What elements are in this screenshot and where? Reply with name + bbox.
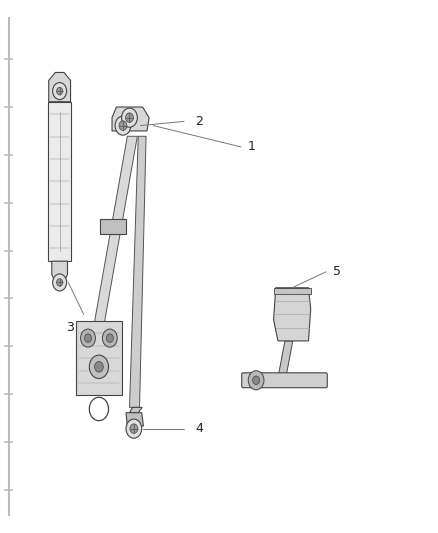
Circle shape — [126, 419, 142, 438]
Text: 3: 3 — [66, 321, 74, 334]
Circle shape — [115, 116, 131, 135]
Circle shape — [102, 329, 117, 347]
Circle shape — [53, 83, 67, 100]
Circle shape — [248, 370, 264, 390]
Circle shape — [85, 334, 92, 342]
FancyBboxPatch shape — [274, 288, 311, 294]
Circle shape — [106, 334, 113, 342]
Circle shape — [89, 355, 109, 378]
Circle shape — [81, 329, 95, 347]
Text: 4: 4 — [195, 422, 203, 435]
Circle shape — [130, 424, 138, 433]
Circle shape — [122, 108, 138, 127]
Text: 5: 5 — [332, 265, 340, 278]
Circle shape — [119, 121, 127, 131]
FancyBboxPatch shape — [48, 102, 71, 261]
Circle shape — [126, 113, 134, 123]
FancyBboxPatch shape — [242, 373, 327, 387]
Circle shape — [57, 87, 63, 95]
Polygon shape — [130, 407, 142, 413]
Text: 2: 2 — [195, 115, 203, 128]
Circle shape — [253, 376, 260, 384]
Polygon shape — [126, 413, 144, 426]
FancyBboxPatch shape — [76, 321, 122, 395]
Polygon shape — [84, 136, 138, 383]
Polygon shape — [52, 261, 67, 285]
Polygon shape — [279, 341, 293, 375]
Polygon shape — [112, 107, 149, 131]
FancyBboxPatch shape — [100, 219, 126, 234]
Polygon shape — [49, 72, 71, 102]
Circle shape — [57, 279, 63, 286]
Polygon shape — [274, 288, 311, 341]
Circle shape — [95, 361, 103, 372]
Circle shape — [53, 274, 67, 291]
Polygon shape — [130, 136, 146, 407]
Text: 1: 1 — [247, 140, 255, 154]
